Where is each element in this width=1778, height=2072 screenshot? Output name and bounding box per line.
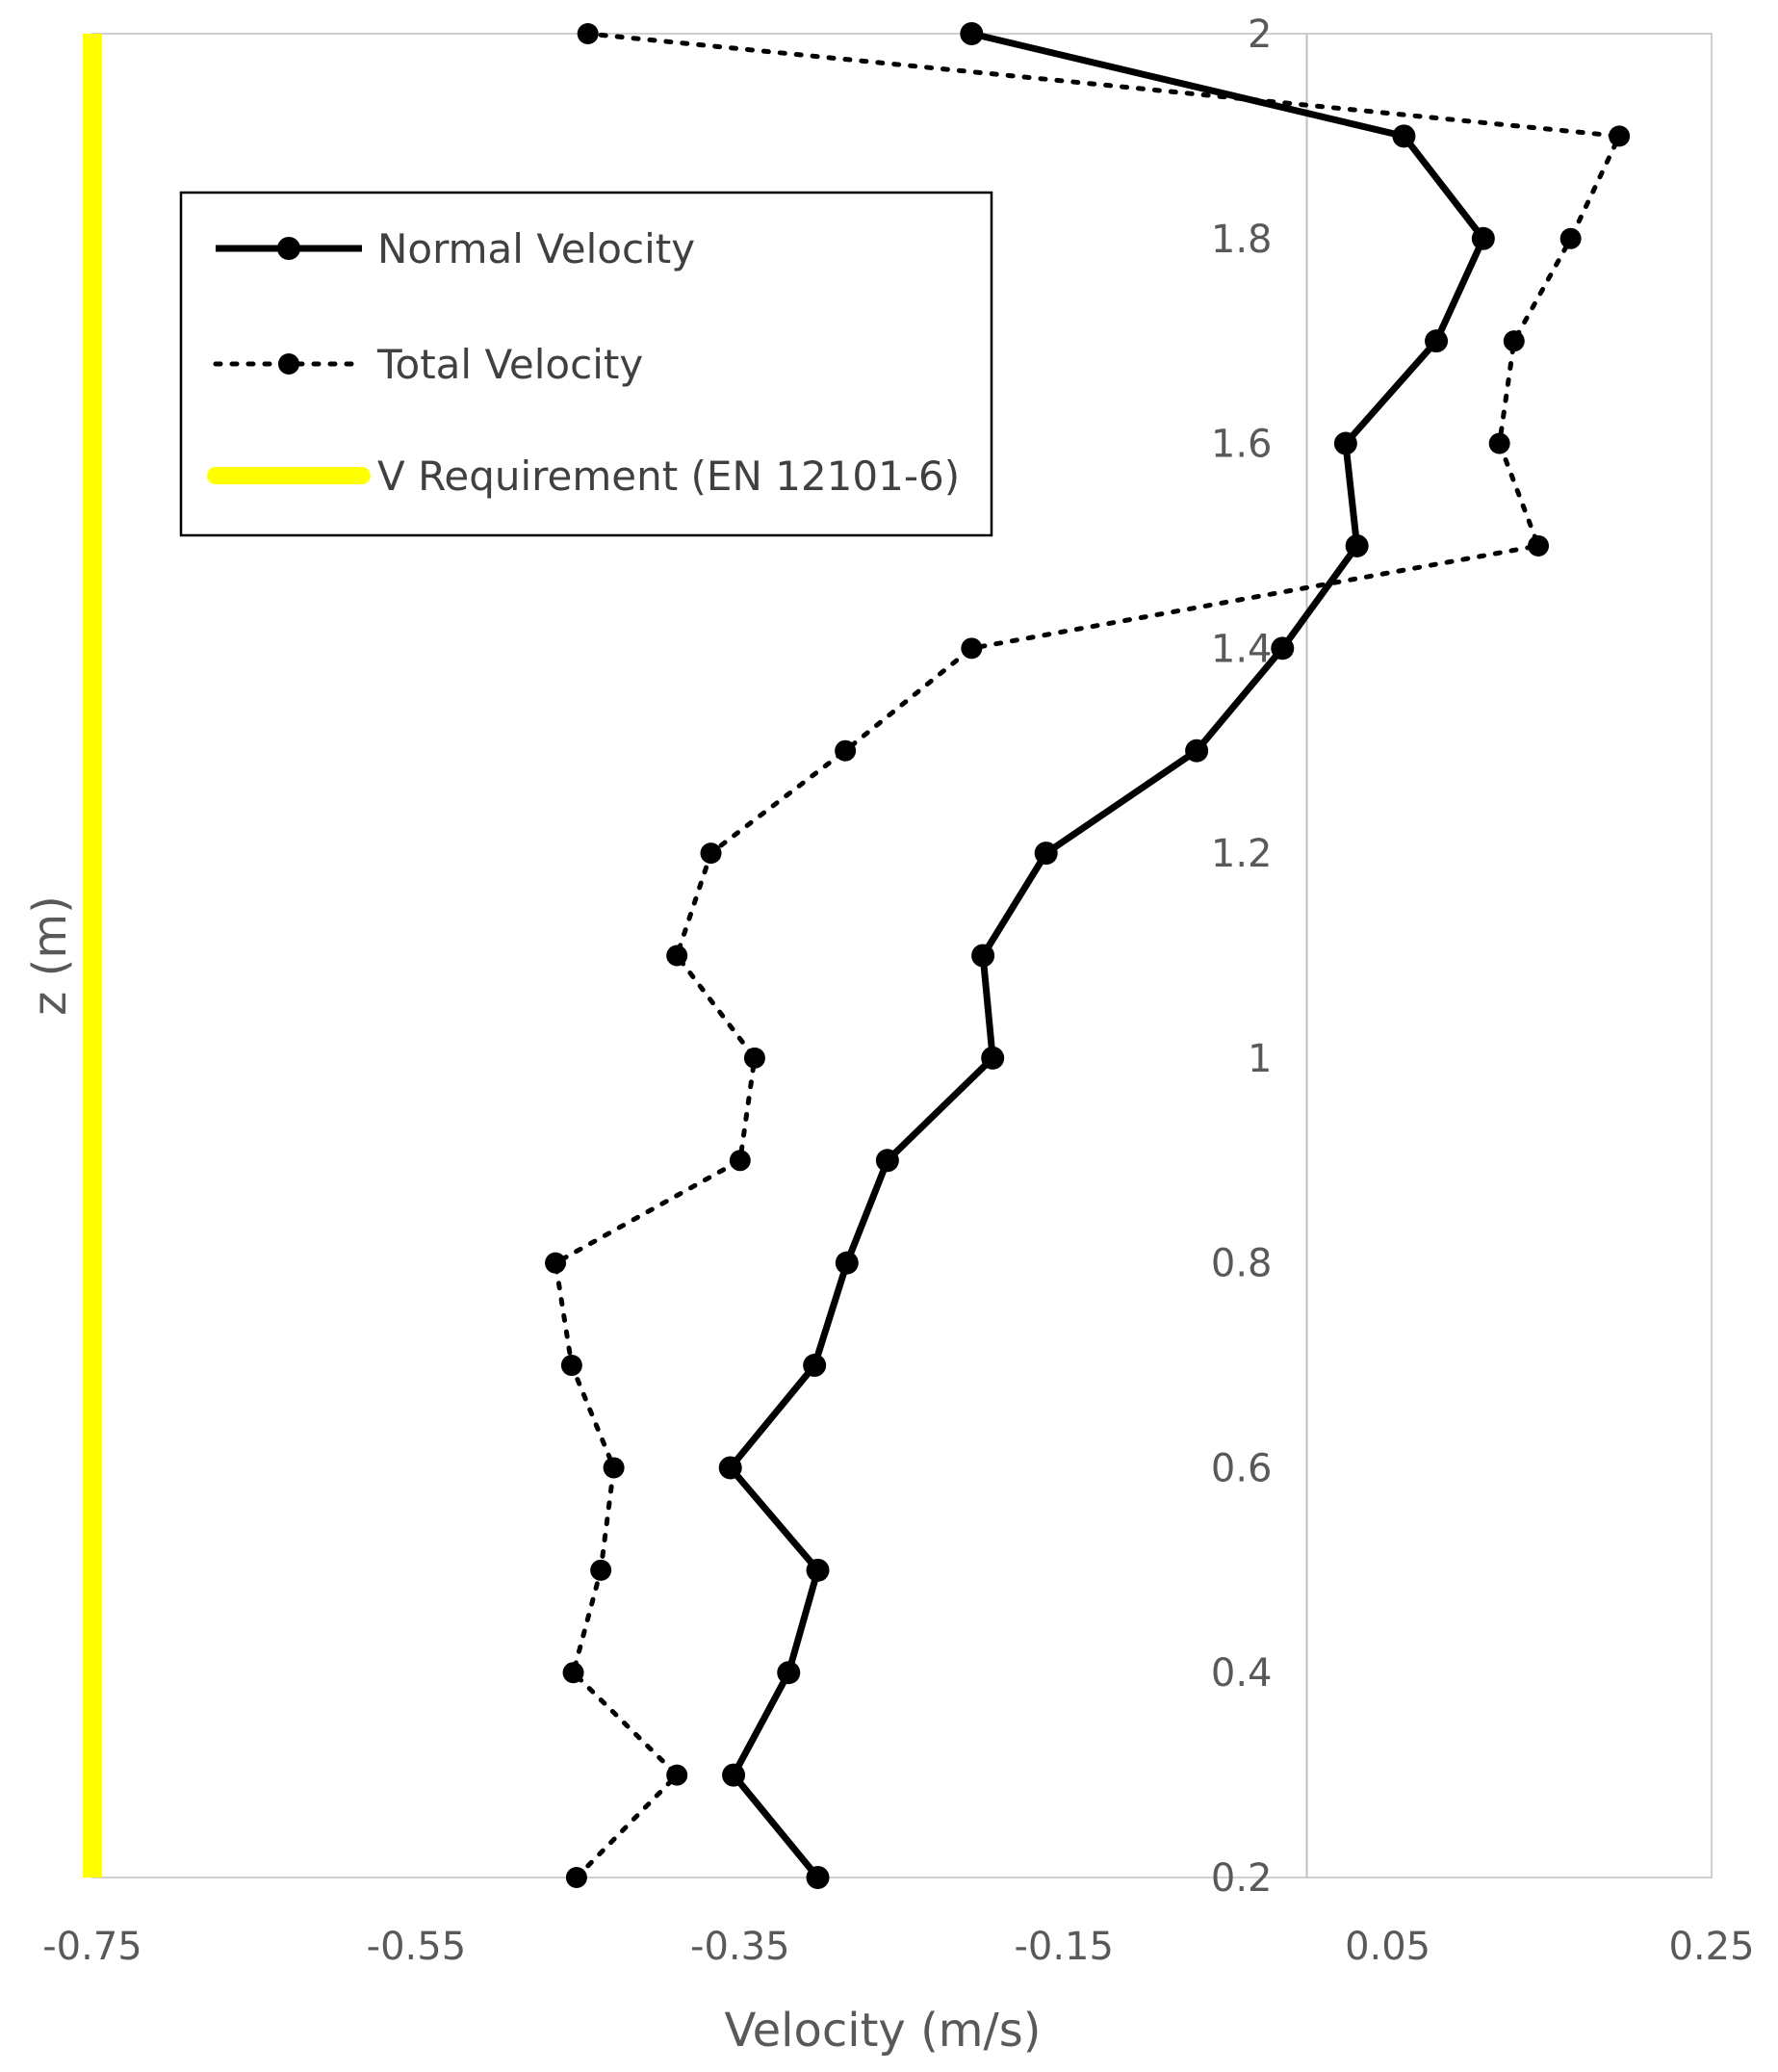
data-point-normal-velocity [1034, 842, 1058, 866]
data-point-total-velocity [1488, 432, 1510, 454]
x-tick-label: -0.15 [1014, 1925, 1114, 1969]
legend-label: Total Velocity [376, 341, 643, 388]
data-point-normal-velocity [971, 944, 995, 968]
y-tick-label: 1.4 [1211, 627, 1273, 671]
y-tick-label: 0.4 [1211, 1651, 1273, 1696]
legend-label: V Requirement (EN 12101-6) [377, 453, 960, 500]
data-point-normal-velocity [803, 1354, 827, 1378]
data-point-normal-velocity [835, 1251, 859, 1275]
y-tick-label: 1.2 [1211, 832, 1273, 876]
data-point-normal-velocity [981, 1046, 1005, 1070]
y-tick-label: 2 [1248, 13, 1272, 57]
tick-labels: -0.75 -0.55 -0.35 -0.15 0.05 0.25 0.2 0.4 0.6 0.8… [42, 13, 1754, 1969]
data-point-total-velocity [961, 637, 983, 660]
data-point-total-velocity [666, 945, 688, 967]
data-point-total-velocity [1609, 125, 1631, 147]
data-point-total-velocity [1559, 227, 1582, 249]
y-tick-label: 0.6 [1211, 1446, 1273, 1490]
data-point-total-velocity [700, 842, 722, 865]
x-tick-label: 0.25 [1668, 1925, 1754, 1969]
y-tick-label: 0.8 [1211, 1242, 1273, 1286]
data-point-normal-velocity [1425, 329, 1449, 353]
data-point-total-velocity [562, 1662, 584, 1684]
data-point-total-velocity [666, 1764, 688, 1786]
data-point-normal-velocity [1345, 533, 1369, 557]
data-point-total-velocity [1528, 534, 1550, 557]
data-point-normal-velocity [722, 1763, 746, 1787]
data-point-normal-velocity [1392, 124, 1416, 148]
legend: Normal Velocity Total Velocity V Requireme… [179, 191, 993, 537]
x-tick-label: -0.35 [690, 1925, 790, 1969]
data-point-normal-velocity [777, 1661, 801, 1685]
y-tick-label: 0.2 [1211, 1856, 1273, 1901]
data-point-normal-velocity [806, 1866, 830, 1889]
x-tick-label: -0.75 [42, 1925, 142, 1969]
y-tick-label: 1 [1248, 1037, 1272, 1081]
data-point-normal-velocity [1333, 431, 1357, 455]
legend-marker-total-velocity [278, 353, 299, 375]
data-point-total-velocity [590, 1559, 612, 1581]
data-point-total-velocity [743, 1047, 765, 1069]
data-point-normal-velocity [1185, 738, 1209, 763]
data-point-total-velocity [565, 1867, 587, 1888]
data-point-normal-velocity [875, 1149, 899, 1173]
data-point-normal-velocity [718, 1456, 742, 1480]
y-tick-label: 1.8 [1211, 218, 1273, 262]
series-layer [83, 22, 1631, 1889]
legend-marker-normal-velocity [277, 237, 300, 260]
data-point-total-velocity [729, 1150, 751, 1172]
data-point-normal-velocity [1271, 636, 1295, 660]
x-tick-label: -0.55 [367, 1925, 467, 1969]
data-point-total-velocity [1503, 330, 1525, 352]
data-point-total-velocity [835, 739, 857, 762]
data-point-total-velocity [577, 23, 599, 44]
x-tick-label: 0.05 [1345, 1925, 1430, 1969]
data-point-total-velocity [603, 1457, 625, 1479]
data-point-normal-velocity [1471, 226, 1495, 250]
legend-label: Normal Velocity [377, 225, 695, 272]
data-point-normal-velocity [960, 22, 984, 45]
y-tick-label: 1.6 [1211, 423, 1273, 467]
data-point-total-velocity [560, 1355, 582, 1377]
y-axis-title: z (m) [23, 895, 77, 1016]
x-axis-title: Velocity (m/s) [725, 2004, 1042, 2058]
data-point-normal-velocity [806, 1558, 830, 1582]
data-point-total-velocity [545, 1252, 567, 1274]
